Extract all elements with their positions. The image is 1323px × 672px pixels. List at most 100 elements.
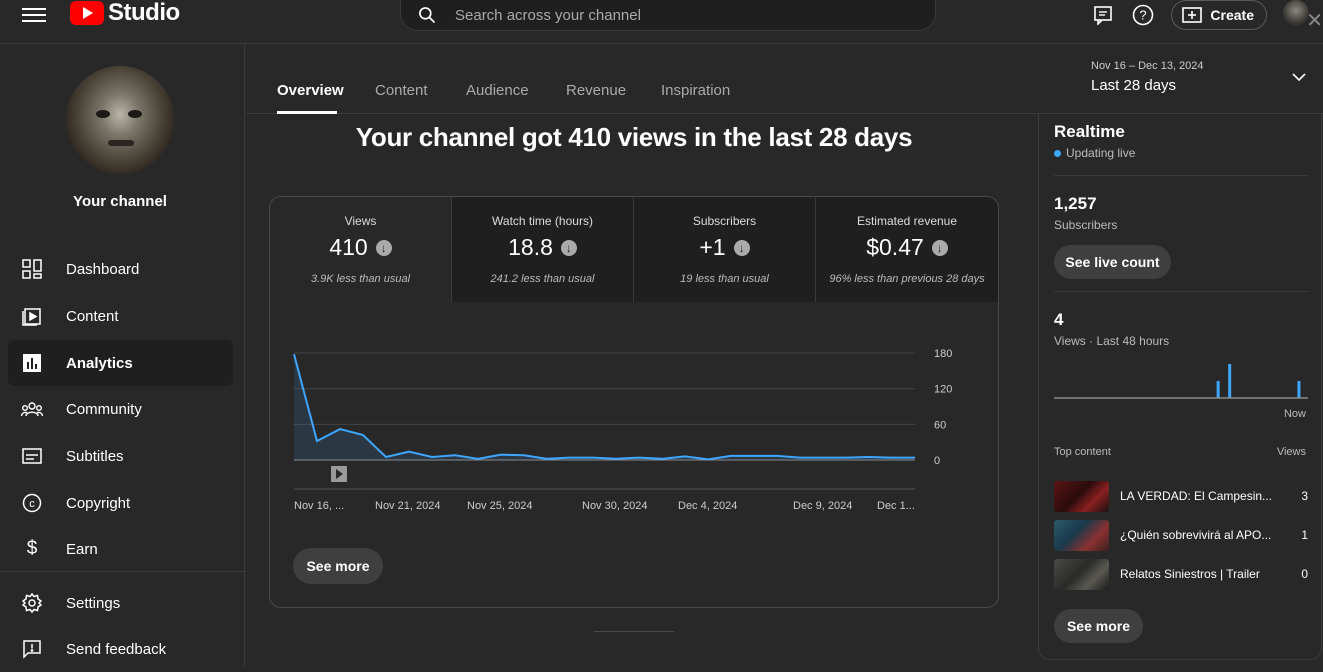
metrics-row: Views 410 3.9K less than usual Watch tim…: [270, 197, 999, 303]
close-icon[interactable]: ✕: [1306, 8, 1323, 33]
date-range-dates: Nov 16 – Dec 13, 2024: [1091, 60, 1204, 72]
avatar-eye: [128, 110, 142, 118]
views-column-label: Views: [1277, 446, 1306, 458]
top-content-item[interactable]: LA VERDAD: El Campesin... 3: [1054, 480, 1308, 512]
metric-subtext: 241.2 less than usual: [452, 273, 633, 285]
channel-avatar[interactable]: [66, 66, 174, 174]
sidebar-item-send-feedback[interactable]: Send feedback: [8, 626, 233, 672]
help-icon[interactable]: ?: [1131, 3, 1155, 27]
tab-content[interactable]: Content: [375, 82, 428, 99]
y-tick-label: 180: [934, 348, 952, 360]
see-live-count-button[interactable]: See live count: [1054, 245, 1171, 279]
metric-value: +1: [699, 234, 725, 261]
x-tick-label: Nov 21, 2024: [375, 500, 440, 512]
earn-icon: $: [20, 537, 44, 561]
views-count: 4: [1054, 310, 1063, 330]
youtube-studio-logo[interactable]: Studio: [70, 0, 180, 26]
menu-icon[interactable]: [22, 4, 46, 24]
settings-icon: [20, 591, 44, 615]
realtime-status-text: Updating live: [1066, 146, 1135, 160]
content-icon: [20, 304, 44, 328]
video-title: LA VERDAD: El Campesin...: [1120, 489, 1280, 503]
video-views: 1: [1301, 528, 1308, 542]
metric-views[interactable]: Views 410 3.9K less than usual: [270, 197, 452, 302]
channel-label: Your channel: [0, 193, 240, 210]
sidebar-item-community[interactable]: Community: [8, 386, 233, 432]
date-range-selector[interactable]: Nov 16 – Dec 13, 2024 Last 28 days: [1091, 60, 1204, 94]
page-title: Your channel got 410 views in the last 2…: [246, 122, 1022, 153]
metric-subtext: 19 less than usual: [634, 273, 815, 285]
video-views: 3: [1301, 489, 1308, 503]
area-fill: [294, 354, 915, 460]
realtime-see-more-button[interactable]: See more: [1054, 609, 1143, 643]
tab-audience[interactable]: Audience: [466, 82, 529, 99]
top-content-item[interactable]: ¿Quién sobrevivirá al APO... 1: [1054, 519, 1308, 551]
live-dot-icon: [1054, 150, 1061, 157]
top-content-item[interactable]: Relatos Siniestros | Trailer 0: [1054, 558, 1308, 590]
search-input[interactable]: Search across your channel: [400, 0, 936, 31]
x-tick-label: Nov 30, 2024: [582, 500, 647, 512]
metric-subtext: 96% less than previous 28 days: [816, 273, 998, 285]
feedback-note-icon[interactable]: [1091, 3, 1115, 27]
see-more-button[interactable]: See more: [293, 548, 383, 584]
create-button[interactable]: Create: [1171, 0, 1267, 30]
sidebar-item-label: Dashboard: [66, 261, 139, 278]
y-tick-label: 120: [934, 384, 952, 396]
account-avatar[interactable]: [1283, 0, 1309, 26]
search-icon: [417, 5, 437, 25]
tab-inspiration[interactable]: Inspiration: [661, 82, 730, 99]
y-tick-label: 60: [934, 419, 946, 431]
analytics-tabs: Overview Content Audience Revenue Inspir…: [246, 44, 1038, 114]
sidebar-item-label: Settings: [66, 595, 120, 612]
sidebar-item-analytics[interactable]: Analytics: [8, 340, 233, 386]
sidebar-item-settings[interactable]: Settings: [8, 580, 233, 626]
tab-revenue[interactable]: Revenue: [566, 82, 626, 99]
metric-value: 18.8: [508, 234, 553, 261]
realtime-views-chart[interactable]: [1054, 354, 1308, 402]
metric-subtext: 3.9K less than usual: [270, 273, 451, 285]
sidebar-item-subtitles[interactable]: Subtitles: [8, 433, 233, 479]
metric-label: Views: [270, 214, 451, 228]
sidebar-item-copyright[interactable]: c Copyright: [8, 480, 233, 526]
create-label: Create: [1210, 7, 1254, 23]
arrow-down-icon: [734, 240, 750, 256]
top-bar: Studio Search across your channel ? Crea…: [0, 0, 1323, 44]
video-views: 0: [1301, 567, 1308, 581]
arrow-down-icon: [561, 240, 577, 256]
y-tick-label: 0: [934, 455, 940, 467]
subscribers-count: 1,257: [1054, 194, 1097, 214]
sidebar-divider: [0, 571, 245, 572]
sidebar: Your channel Dashboard Content Analytics…: [0, 44, 245, 667]
metric-subscribers[interactable]: Subscribers +1 19 less than usual: [634, 197, 816, 302]
avatar-eye: [96, 110, 110, 118]
svg-text:?: ?: [1140, 8, 1147, 23]
video-thumbnail: [1054, 520, 1109, 551]
overview-card: Views 410 3.9K less than usual Watch tim…: [269, 196, 999, 608]
top-content-label: Top content: [1054, 446, 1111, 458]
video-thumbnail: [1054, 481, 1109, 512]
active-tab-indicator: [277, 111, 337, 114]
divider: [1054, 175, 1308, 176]
subtitles-icon: [20, 444, 44, 468]
metric-label: Watch time (hours): [452, 214, 633, 228]
x-tick-label: Dec 1...: [877, 500, 915, 512]
sidebar-item-label: Earn: [66, 541, 98, 558]
metric-value: 410: [329, 234, 367, 261]
metric-watch-time[interactable]: Watch time (hours) 18.8 241.2 less than …: [452, 197, 634, 302]
svg-text:c: c: [29, 498, 35, 510]
subscribers-label: Subscribers: [1054, 218, 1117, 232]
divider: [1054, 291, 1308, 292]
add-video-icon: [1182, 7, 1202, 23]
metric-estimated-revenue[interactable]: Estimated revenue $0.47 96% less than pr…: [816, 197, 998, 302]
sidebar-item-content[interactable]: Content: [8, 293, 233, 339]
tab-overview[interactable]: Overview: [277, 82, 344, 99]
avatar-mouth: [108, 140, 134, 146]
divider: [594, 631, 674, 632]
sidebar-item-dashboard[interactable]: Dashboard: [8, 246, 233, 292]
series-line: [294, 354, 915, 459]
date-range-label: Last 28 days: [1091, 77, 1204, 94]
chevron-down-icon[interactable]: [1292, 72, 1306, 82]
analytics-icon: [20, 351, 44, 375]
sidebar-item-earn[interactable]: $ Earn: [8, 526, 233, 572]
